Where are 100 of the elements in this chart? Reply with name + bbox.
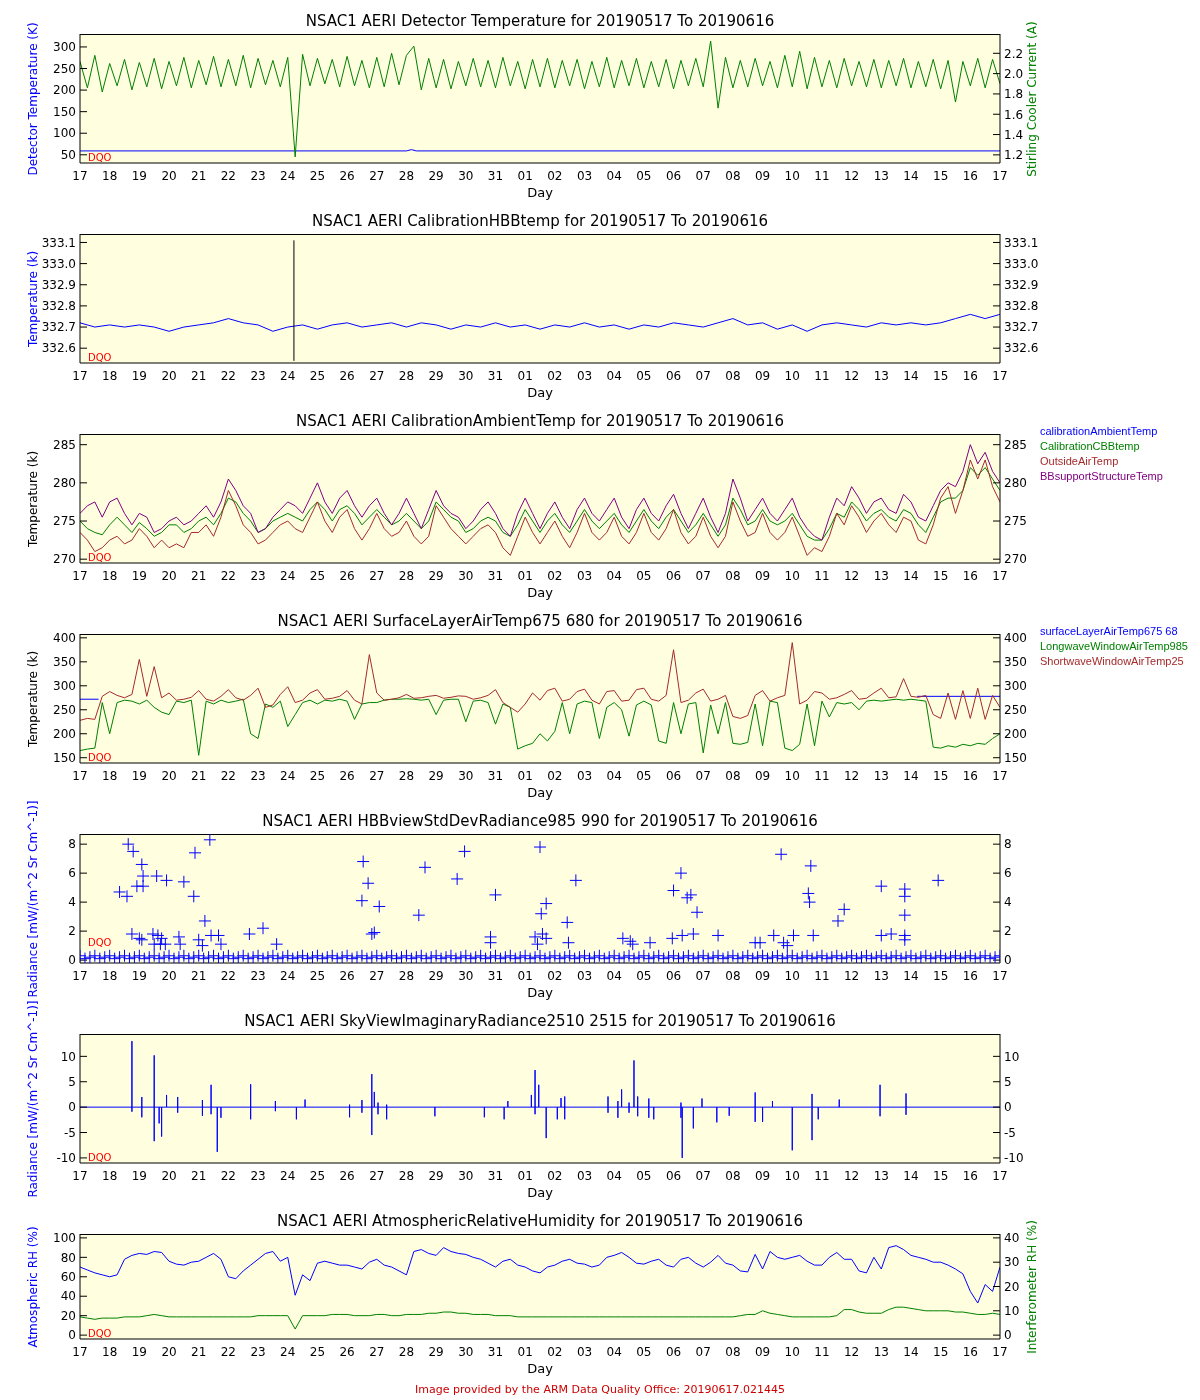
y-tick-label: 80 xyxy=(60,1250,76,1265)
x-tick-label: 26 xyxy=(339,968,355,983)
text: ShortwaveWindowAirTemp25 xyxy=(1040,655,1184,669)
y-tick-label: 300 xyxy=(53,40,76,55)
x-tick-label: 23 xyxy=(250,168,266,183)
x-tick-label: 04 xyxy=(606,1344,622,1359)
x-tick-label: 27 xyxy=(369,1344,385,1359)
x-tick-label: 05 xyxy=(636,568,652,583)
x-tick-label: 22 xyxy=(220,368,237,383)
y-tick-label: 332.7 xyxy=(41,320,76,335)
y2-tick-label: 1.6 xyxy=(1004,107,1024,122)
y2-tick-label: 6 xyxy=(1004,866,1012,881)
annotation: DQO xyxy=(88,752,112,763)
x-axis-title: Day xyxy=(527,1185,553,1201)
y2-tick-label: 1.4 xyxy=(1004,127,1024,142)
x-tick-label: 19 xyxy=(131,168,147,183)
x-tick-label: 03 xyxy=(576,168,593,183)
y-tick-label: 333.0 xyxy=(41,256,76,271)
y2-tick-label: 20 xyxy=(1004,1279,1020,1294)
x-tick-label: 23 xyxy=(250,1168,266,1183)
x-tick-label: 07 xyxy=(695,568,711,583)
annotation: DQO xyxy=(88,552,112,563)
x-tick-label: 04 xyxy=(606,968,622,983)
y2-tick-label: -5 xyxy=(1004,1125,1016,1140)
text: OutsideAirTemp xyxy=(1040,455,1119,469)
x-tick-label: 28 xyxy=(398,168,415,183)
y2-tick-label: 333.1 xyxy=(1004,235,1039,250)
x-tick-label: 16 xyxy=(962,1168,978,1183)
x-tick-label: 13 xyxy=(873,1168,889,1183)
text: CalibrationCBBtemp xyxy=(1040,440,1140,454)
x-tick-label: 01 xyxy=(517,1168,533,1183)
y2-tick-label: 0 xyxy=(1004,1100,1012,1115)
x-tick-label: 21 xyxy=(191,1168,207,1183)
x-tick-label: 11 xyxy=(814,168,830,183)
x-tick-label: 13 xyxy=(873,568,889,583)
x-tick-label: 18 xyxy=(102,368,118,383)
legend-label: calibrationAmbientTemp xyxy=(1040,425,1158,439)
chart-title: NSAC1 AERI HBBviewStdDevRadiance985 990 for 20190517 To 20190616 xyxy=(262,812,818,830)
x-tick-label: 06 xyxy=(665,368,682,383)
x-tick-label: 17 xyxy=(72,368,88,383)
x-tick-label: 13 xyxy=(873,768,889,783)
y-tick-label: -5 xyxy=(64,1125,76,1140)
x-tick-label: 12 xyxy=(843,768,860,783)
y2-axis-title: Stirling Cooler Current (A) xyxy=(1024,20,1040,177)
y2-tick-label: 250 xyxy=(1004,703,1027,718)
x-tick-label: 06 xyxy=(665,968,682,983)
x-tick-label: 10 xyxy=(784,1344,800,1359)
x-tick-label: 16 xyxy=(962,968,978,983)
x-tick-label: 23 xyxy=(250,768,266,783)
y-tick-label: 332.8 xyxy=(41,299,76,314)
x-tick-label: 21 xyxy=(191,1344,207,1359)
x-tick-label: 27 xyxy=(369,968,385,983)
x-tick-label: 27 xyxy=(369,368,385,383)
x-tick-label: 17 xyxy=(992,568,1008,583)
x-axis-title: Day xyxy=(527,585,553,601)
x-tick-label: 25 xyxy=(309,368,326,383)
x-tick-label: 20 xyxy=(161,368,177,383)
x-tick-label: 16 xyxy=(962,168,978,183)
x-tick-label: 16 xyxy=(962,368,978,383)
x-tick-label: 03 xyxy=(576,368,593,383)
x-tick-label: 17 xyxy=(72,768,88,783)
x-tick-label: 02 xyxy=(547,168,563,183)
x-tick-label: 02 xyxy=(547,768,563,783)
x-tick-label: 04 xyxy=(606,168,622,183)
y2-tick-label: 400 xyxy=(1004,631,1027,646)
y2-tick-label: 30 xyxy=(1004,1255,1020,1270)
x-tick-label: 30 xyxy=(458,1344,474,1359)
x-tick-label: 14 xyxy=(903,368,919,383)
y2-tick-label: 0 xyxy=(1004,953,1012,968)
x-tick-label: 28 xyxy=(398,768,415,783)
x-tick-label: 08 xyxy=(725,1168,741,1183)
x-tick-label: 07 xyxy=(695,968,711,983)
x-tick-label: 09 xyxy=(754,1344,771,1359)
x-tick-label: 24 xyxy=(280,368,296,383)
x-tick-label: 24 xyxy=(280,1168,296,1183)
x-tick-label: 18 xyxy=(102,568,118,583)
y-tick-label: 40 xyxy=(60,1289,76,1304)
x-tick-label: 07 xyxy=(695,168,711,183)
x-tick-label: 10 xyxy=(784,1168,800,1183)
x-tick-label: 29 xyxy=(428,168,444,183)
y-tick-label: -10 xyxy=(56,1151,76,1166)
y-tick-label: 0 xyxy=(68,1100,76,1115)
x-tick-label: 10 xyxy=(784,568,800,583)
x-tick-label: 12 xyxy=(843,968,860,983)
x-tick-label: 19 xyxy=(131,368,147,383)
y2-tick-label: 10 xyxy=(1004,1049,1020,1064)
text: BBsupportStructureTemp xyxy=(1040,470,1163,484)
chart-title: NSAC1 AERI CalibrationAmbientTemp for 20190517 To 20190616 xyxy=(295,412,785,430)
y2-tick-label: 270 xyxy=(1004,552,1027,567)
x-tick-label: 20 xyxy=(161,968,177,983)
chart-title: NSAC1 AERI SkyViewImaginaryRadiance2510 2515 for 20190517 To 20190616 xyxy=(244,1012,836,1030)
x-tick-label: 29 xyxy=(428,368,444,383)
x-tick-label: 21 xyxy=(191,368,207,383)
annotation: DQO xyxy=(88,1328,112,1339)
x-tick-label: 09 xyxy=(754,968,771,983)
x-tick-label: 19 xyxy=(131,1168,147,1183)
x-tick-label: 28 xyxy=(398,568,415,583)
y-tick-label: 280 xyxy=(53,476,76,491)
x-tick-label: 28 xyxy=(398,968,415,983)
x-tick-label: 12 xyxy=(843,1344,860,1359)
